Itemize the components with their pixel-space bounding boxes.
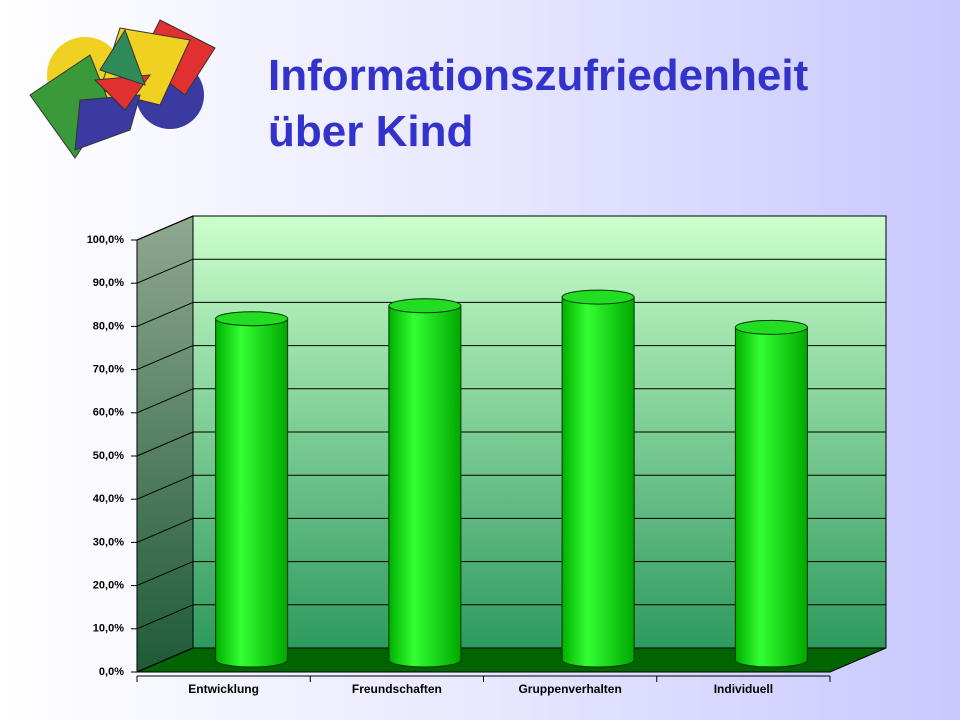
bar-top (388, 298, 462, 314)
grid-line (136, 647, 194, 673)
bar (734, 326, 808, 668)
grid-line (136, 561, 194, 587)
y-tick-label: 0,0% (99, 666, 124, 678)
bar (215, 318, 289, 668)
logo-shape (99, 28, 146, 86)
bar (561, 296, 635, 668)
bar (388, 305, 462, 668)
y-tick-label: 50,0% (93, 450, 124, 462)
y-tick-label: 90,0% (93, 277, 124, 289)
grid-line (136, 215, 194, 241)
grid-line (136, 431, 194, 457)
x-tick-label: Gruppenverhalten (518, 682, 621, 696)
y-tick-label: 30,0% (93, 536, 124, 548)
x-tick-label: Freundschaften (352, 682, 442, 696)
y-tick-label: 70,0% (93, 364, 124, 376)
grid-line (136, 474, 194, 500)
x-tick-label: Individuell (714, 682, 773, 696)
bar-top (734, 319, 808, 335)
y-tick-label: 80,0% (93, 320, 124, 332)
y-tick-label: 20,0% (93, 580, 124, 592)
bar-top (215, 311, 289, 327)
grid-line (136, 388, 194, 414)
grid-line (136, 258, 194, 284)
grid-line (136, 604, 194, 630)
x-tick-label: Entwicklung (188, 682, 259, 696)
grid-line (136, 301, 194, 327)
y-tick-label: 10,0% (93, 623, 124, 635)
bar-top (561, 289, 635, 305)
y-tick-label: 40,0% (93, 493, 124, 505)
logo (29, 19, 216, 159)
grid-line (136, 517, 194, 543)
grid-line (136, 345, 194, 371)
chart-title: Informationszufriedenheit über Kind (268, 51, 809, 156)
y-tick-label: 60,0% (93, 407, 124, 419)
y-tick-label: 100,0% (87, 234, 125, 246)
